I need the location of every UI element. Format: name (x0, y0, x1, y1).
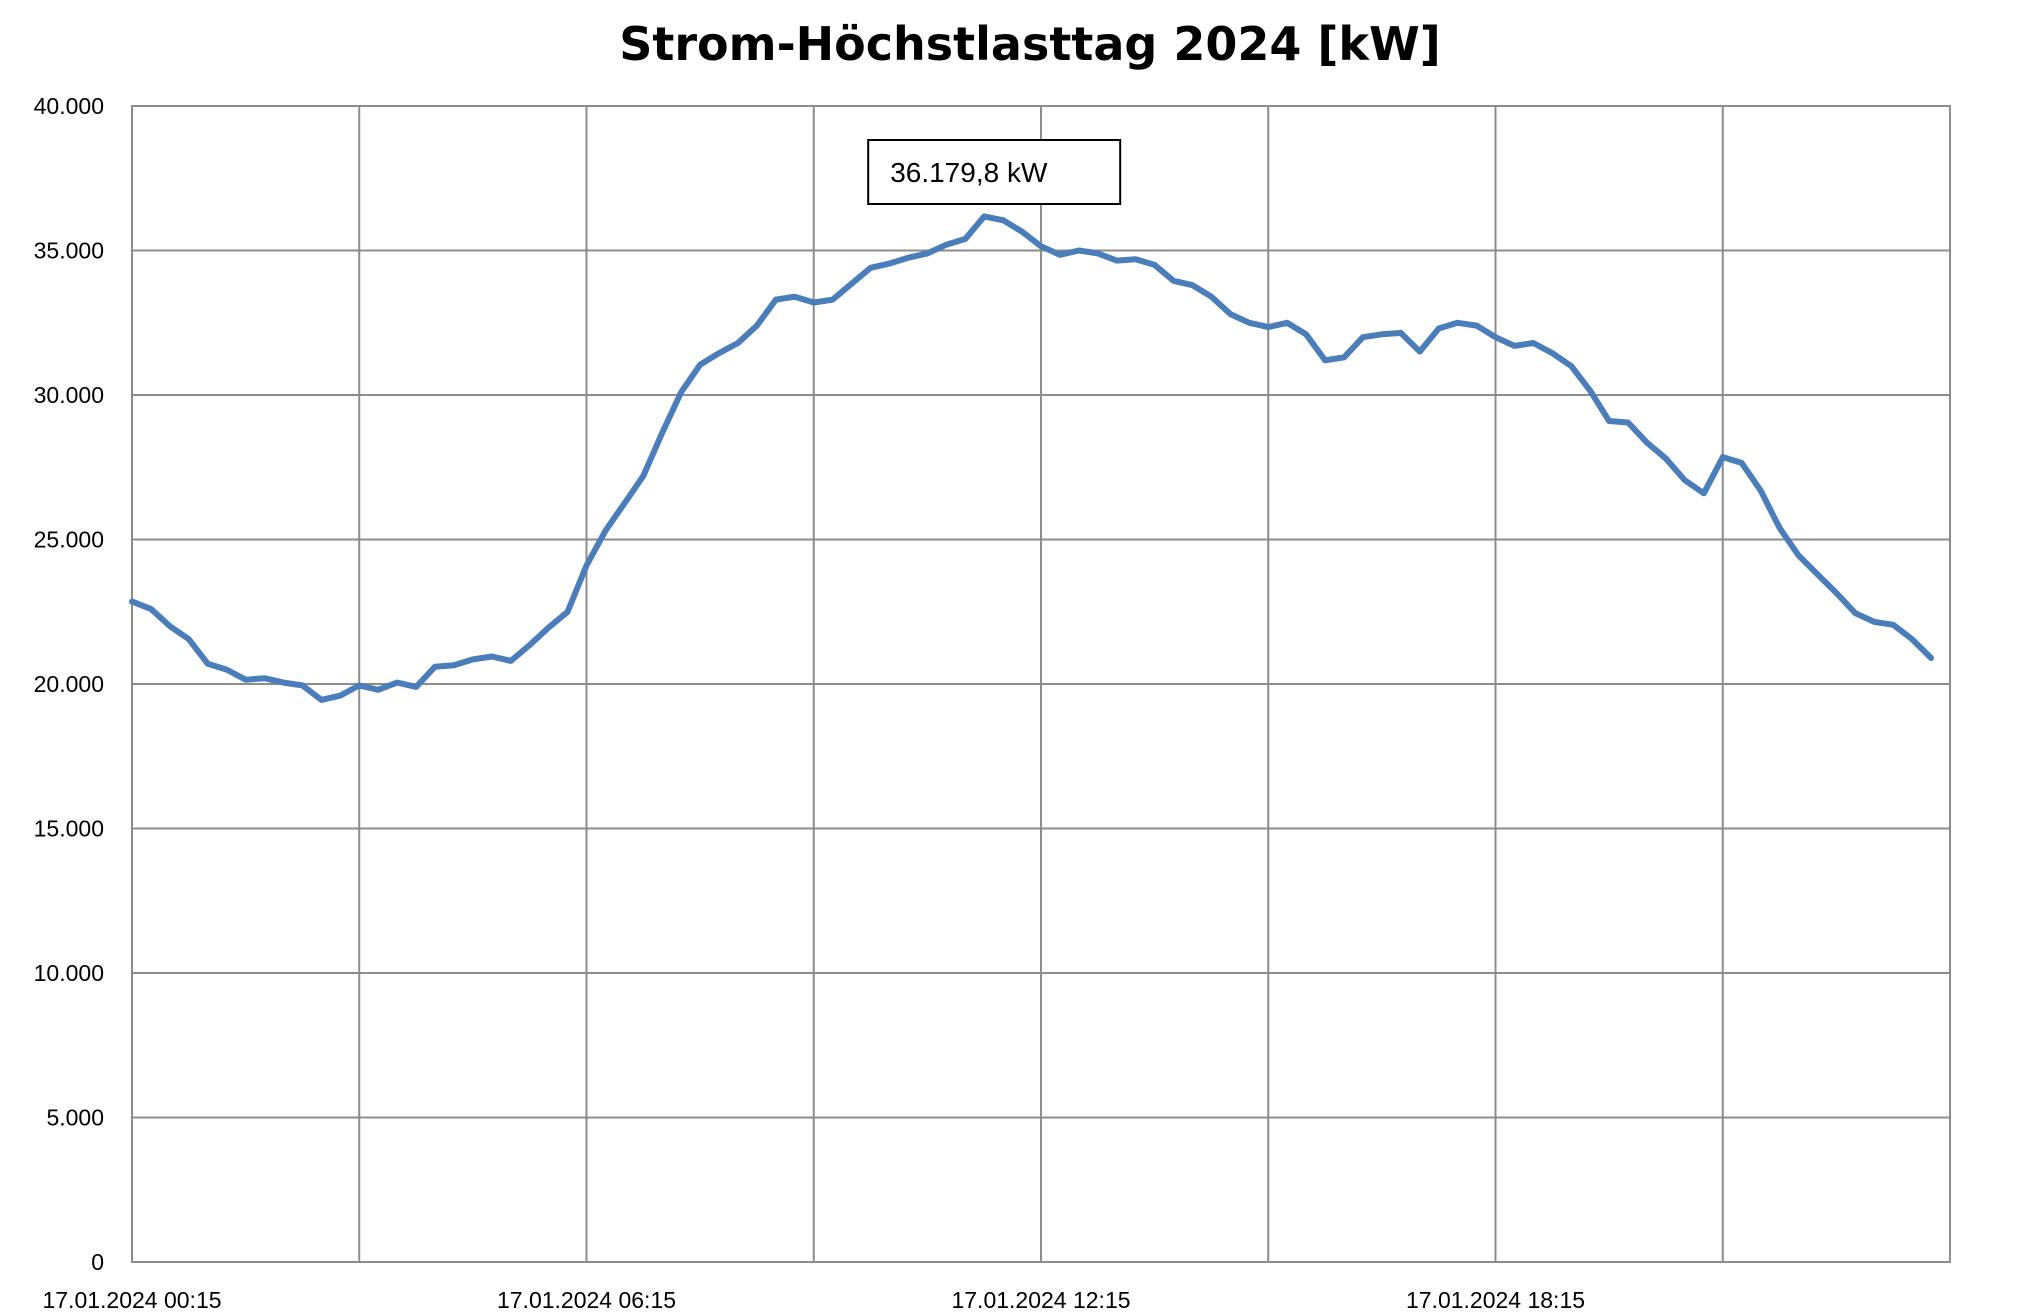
y-axis: 0 5.000 10.000 15.000 20.000 25.000 30.000 35.0… (34, 93, 104, 1275)
x-tick-label: 17.01.2024 00:15 (42, 1287, 221, 1313)
x-tick-label: 17.01.2024 18:15 (1406, 1287, 1585, 1313)
series-layer (129, 213, 1935, 703)
chart-title: Strom-Höchstlasttag 2024 [kW] (619, 17, 1441, 71)
annotation-label: 36.179,8 kW (890, 157, 1048, 188)
y-tick-label: 5.000 (46, 1105, 104, 1131)
grid-layer (131, 105, 1951, 1263)
x-axis: 17.01.2024 00:15 17.01.2024 06:15 17.01.20… (42, 1287, 1585, 1313)
y-tick-label: 30.000 (34, 382, 104, 408)
y-tick-label: 35.000 (34, 238, 104, 264)
y-tick-label: 40.000 (34, 93, 104, 119)
y-tick-label: 0 (91, 1249, 104, 1275)
y-tick-label: 10.000 (34, 960, 104, 986)
y-tick-label: 15.000 (34, 816, 104, 842)
plot-frame (131, 105, 1951, 1263)
y-tick-label: 25.000 (34, 527, 104, 553)
series-line (129, 213, 1935, 703)
annotation-box (867, 139, 1122, 205)
y-tick-label: 20.000 (34, 671, 104, 697)
x-tick-label: 17.01.2024 12:15 (951, 1287, 1130, 1313)
annotation-layer: 36.179,8 kW (867, 139, 1122, 205)
x-tick-label: 17.01.2024 06:15 (497, 1287, 676, 1313)
